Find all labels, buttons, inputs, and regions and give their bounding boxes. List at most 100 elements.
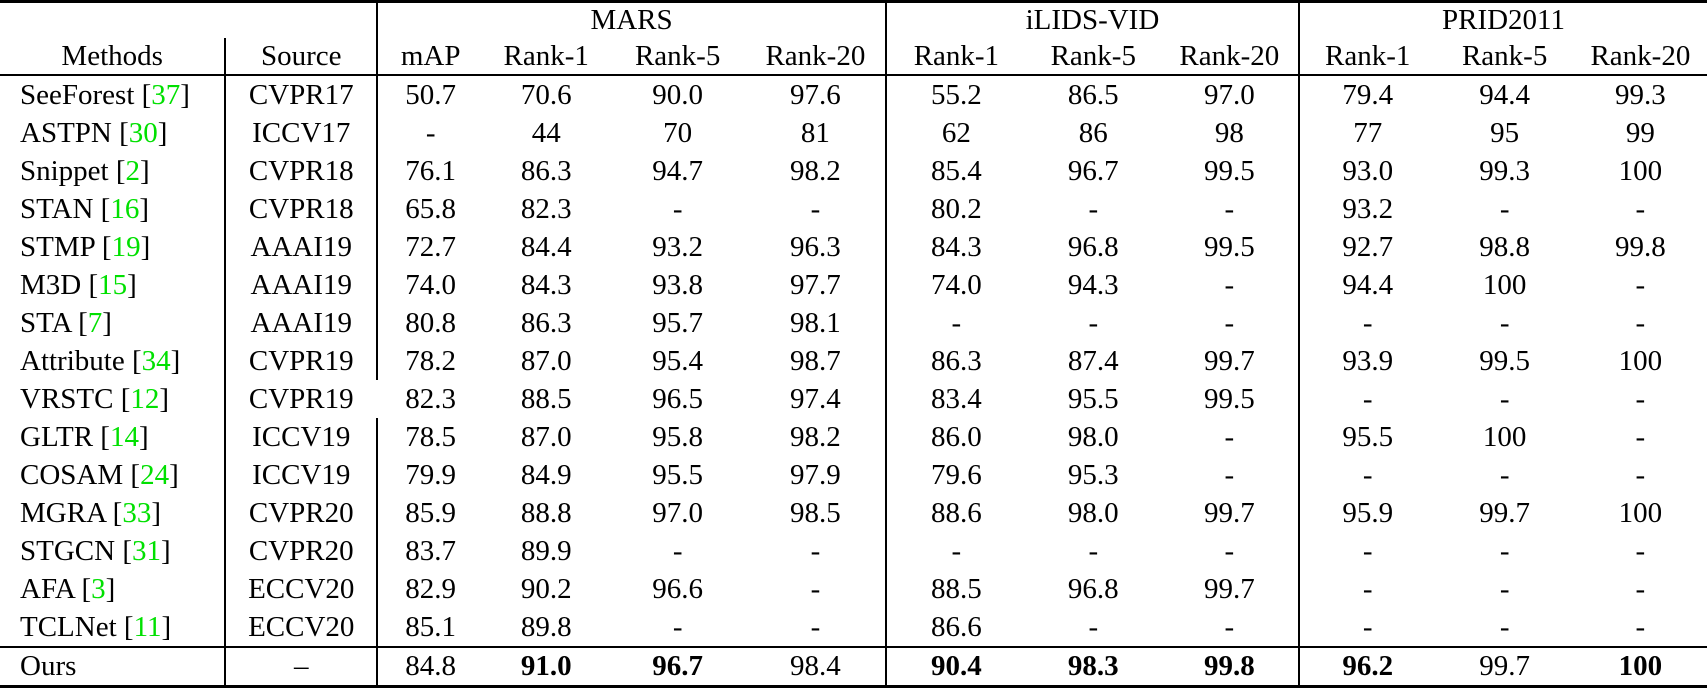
value-cell: -: [1088, 610, 1099, 643]
value-cell: 89.8: [520, 610, 572, 643]
citation-number: 2: [125, 154, 141, 187]
value-cell: 98.4: [745, 646, 887, 687]
column-header-ilids-rank1: Rank-1: [885, 38, 1026, 76]
value-cell: 100: [1573, 646, 1707, 687]
method-cell: SeeForest [37]: [0, 75, 227, 114]
table-row: AFA [3] ECCV20 82.9 90.2 96.6 - 88.5 96.8 99.7 - -…: [0, 570, 1707, 608]
dataset-group-header-prid2011: PRID2011: [1441, 4, 1565, 36]
value-cell: -: [672, 534, 683, 567]
value-cell: 96.2: [1298, 646, 1436, 687]
value-cell: -: [745, 532, 887, 570]
value-cell: 94.4: [1342, 268, 1394, 301]
value-cell: 82.3: [405, 382, 457, 415]
citation-number: 31: [131, 534, 161, 567]
value-cell: 98.2: [745, 152, 887, 190]
value-cell: 62: [941, 116, 971, 149]
value-cell: 96.8: [1067, 230, 1119, 263]
method-cell: Attribute [34]: [0, 342, 227, 380]
citation-number: 33: [122, 496, 152, 529]
value-cell: 99.7: [1435, 646, 1574, 687]
method-cell: GLTR [14]: [0, 418, 227, 456]
method-cell: COSAM [24]: [0, 456, 227, 494]
citation-number: 7: [87, 306, 103, 339]
value-cell: 78.5: [405, 420, 457, 453]
table-row: M3D [15] AAAI19 74.0 84.3 93.8 97.7 74.0 94.3 - 9…: [0, 266, 1707, 304]
column-header-mars-rank1: Rank-1: [483, 38, 610, 76]
value-cell: 76.1: [405, 154, 457, 187]
value-cell: -: [1160, 456, 1300, 494]
table-row: VRSTC [12] CVPR19 82.3 88.5 96.5 97.4 83.4 95.5…: [0, 380, 1707, 418]
value-cell: -: [1160, 532, 1300, 570]
value-cell: 82.9: [405, 572, 457, 605]
value-cell: -: [1635, 306, 1646, 339]
value-cell: 100: [1482, 420, 1527, 453]
value-cell: -: [1160, 190, 1300, 228]
value-cell: 70.6: [520, 78, 572, 111]
value-cell: 87.0: [520, 344, 572, 377]
value-cell: 100: [1618, 154, 1663, 187]
source-cell: –: [225, 646, 379, 687]
method-cell: STMP [19]: [0, 228, 227, 266]
method-cell: VRSTC [12]: [0, 380, 227, 418]
source-cell: CVPR18: [225, 152, 379, 190]
value-cell: 84.8: [377, 646, 484, 687]
value-cell: -: [1160, 418, 1300, 456]
value-cell: 95.5: [652, 458, 704, 491]
value-cell: 99.8: [1160, 646, 1300, 687]
citation-number: 11: [133, 610, 162, 643]
value-cell: 93.0: [1342, 154, 1394, 187]
column-header-ilids-rank20: Rank-20: [1160, 38, 1300, 76]
citation-number: 3: [91, 572, 106, 605]
value-cell: 98.8: [1479, 230, 1531, 263]
value-cell: 96.5: [652, 382, 704, 415]
value-cell: 98.0: [1067, 420, 1119, 453]
value-cell: -: [1160, 266, 1300, 304]
value-cell: 88.8: [520, 496, 572, 529]
value-cell: 88.5: [931, 572, 982, 605]
value-cell: 74.0: [931, 268, 982, 301]
citation-number: 30: [128, 116, 158, 149]
value-cell: 86.3: [520, 154, 572, 187]
method-cell: AFA [3]: [0, 570, 227, 608]
value-cell: 91.0: [483, 646, 610, 687]
value-cell: -: [745, 190, 887, 228]
value-cell: -: [1635, 534, 1646, 567]
source-cell: CVPR18: [225, 190, 379, 228]
value-cell: 95.3: [1067, 458, 1119, 491]
table-row: GLTR [14] ICCV19 78.5 87.0 95.8 98.2 86.0 98.0 -…: [0, 418, 1707, 456]
value-cell: -: [1362, 534, 1373, 567]
method-cell: M3D [15]: [0, 266, 227, 304]
value-cell: -: [1635, 610, 1646, 643]
method-cell: MGRA [33]: [0, 494, 227, 532]
value-cell: 99.3: [1479, 154, 1531, 187]
value-cell: 99.5: [1160, 380, 1300, 418]
value-cell: 95: [1490, 116, 1520, 149]
value-cell: 87.4: [1067, 344, 1119, 377]
value-cell: 98: [1160, 114, 1300, 152]
value-cell: -: [1635, 420, 1646, 453]
value-cell: 99.5: [1160, 228, 1300, 266]
value-cell: 95.4: [652, 344, 704, 377]
value-cell: 97.9: [745, 456, 887, 494]
value-cell: 96.7: [609, 646, 746, 687]
source-cell: CVPR20: [225, 532, 379, 570]
value-cell: -: [1635, 572, 1646, 605]
value-cell: 98.1: [745, 304, 887, 342]
value-cell: 82.3: [520, 192, 572, 225]
source-cell: CVPR19: [248, 382, 354, 415]
value-cell: 83.7: [405, 534, 457, 567]
value-cell: 50.7: [405, 78, 457, 111]
column-header-ilids-rank5: Rank-5: [1025, 38, 1161, 76]
dataset-group-header-mars: MARS: [377, 1, 887, 38]
value-cell: 86.5: [1067, 78, 1119, 111]
value-cell: -: [1499, 306, 1510, 339]
value-cell: -: [1499, 572, 1510, 605]
column-header-prid-rank5: Rank-5: [1435, 38, 1574, 76]
value-cell: 98.3: [1025, 646, 1161, 687]
column-header-row: Methods Source mAP Rank-1 Rank-5 Rank-20…: [0, 38, 1707, 76]
citation-number: 19: [111, 230, 141, 263]
source-cell: AAAI19: [225, 228, 379, 266]
value-cell: 90.4: [885, 646, 1026, 687]
